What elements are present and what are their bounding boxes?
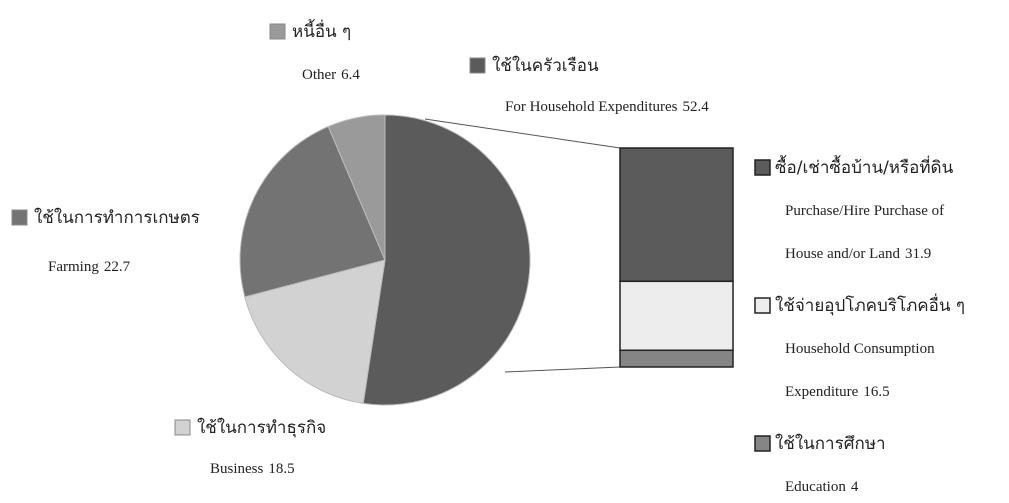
legend-label: House and/or Land 31.9 xyxy=(785,246,931,262)
legend-swatch xyxy=(469,57,486,74)
data-label: 4 xyxy=(851,479,859,495)
legend-label: Business 18.5 xyxy=(210,461,295,477)
pie-slice xyxy=(327,114,386,261)
legend-name: ใช้ในการทำการเกษตร xyxy=(34,207,200,228)
legend-name: ซื้อ/เช่าซื้อบ้าน/หรือที่ดิน xyxy=(775,155,954,178)
data-label: 31.9 xyxy=(905,246,931,262)
legend-label: Purchase/Hire Purchase of xyxy=(785,203,944,219)
legend-label: Expenditure 16.5 xyxy=(785,384,890,400)
data-label: 52.4 xyxy=(682,99,709,115)
legend-label: Education 4 xyxy=(785,479,859,495)
bar-segment xyxy=(619,280,734,352)
legend-name: ใช้จ่ายอุปโภคบริโภคอื่น ๆ xyxy=(775,293,965,316)
legend-label: Household Consumption xyxy=(785,341,935,357)
data-label: 18.5 xyxy=(268,461,294,477)
legend-swatch xyxy=(754,159,771,176)
data-label: 22.7 xyxy=(104,259,131,275)
legend-swatch xyxy=(11,209,28,226)
legend-swatch xyxy=(754,435,771,452)
label-text: Farming xyxy=(48,259,99,275)
pie-slice xyxy=(239,125,386,298)
pie-slice xyxy=(244,259,386,404)
legend-name: หนี้อื่น ๆ xyxy=(292,19,351,42)
data-label: 16.5 xyxy=(863,384,889,400)
connector xyxy=(504,366,621,373)
label-text: Other xyxy=(302,67,336,83)
legend-name: ใช้ในการศึกษา xyxy=(775,433,886,454)
bar-segment xyxy=(619,147,734,283)
label-text: House and/or Land xyxy=(785,246,900,262)
legend-name: ใช้ในการทำธุรกิจ xyxy=(197,417,326,438)
label-text: Purchase/Hire Purchase of xyxy=(785,203,944,219)
legend-swatch xyxy=(269,23,286,40)
legend-label: For Household Expenditures 52.4 xyxy=(505,99,709,115)
connector xyxy=(424,118,621,149)
legend-label: Farming 22.7 xyxy=(48,259,131,275)
pie-slice xyxy=(362,114,531,406)
label-text: Expenditure xyxy=(785,384,859,400)
label-text: Business xyxy=(210,461,264,477)
label-text: For Household Expenditures xyxy=(505,99,678,115)
bar-segment xyxy=(619,349,734,368)
legend-name: ใช้ในครัวเรือน xyxy=(492,55,599,76)
legend-label: Other 6.4 xyxy=(302,67,360,83)
data-label: 6.4 xyxy=(341,67,360,83)
label-text: Household Consumption xyxy=(785,341,935,357)
label-text: Education xyxy=(785,479,846,495)
legend-swatch xyxy=(174,419,191,436)
legend-swatch xyxy=(754,297,771,314)
